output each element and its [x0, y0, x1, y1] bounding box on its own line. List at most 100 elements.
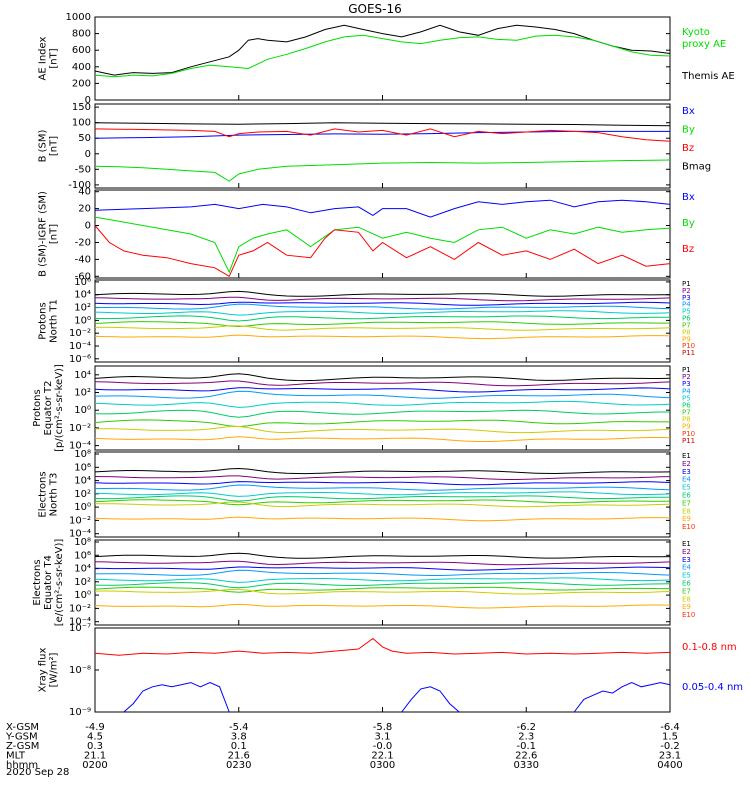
y-axis-label: North T3	[49, 473, 60, 517]
series-e3	[94, 481, 671, 486]
y-axis-label: North T1	[49, 299, 60, 343]
panel-ae: 0 200 400 600 800 1000 AE Index [nT] Kyotoproxy …	[38, 12, 735, 106]
series-p2	[94, 296, 671, 302]
y-axis-label: [e/(cm²-s-sr-keV)]	[54, 539, 65, 627]
series-e2	[94, 560, 671, 566]
time-row-value: 4.5	[87, 732, 103, 743]
y-tick-label: 200	[72, 78, 91, 89]
y-tick-label: 50	[78, 133, 91, 144]
y-tick-label: 10⁻⁴	[69, 529, 91, 540]
legend-entry: P4	[682, 387, 691, 395]
y-tick-label: 10²	[74, 577, 91, 588]
y-tick-label: 800	[72, 29, 91, 40]
legend-entry: P8	[682, 416, 691, 424]
time-row-value: 0300	[370, 760, 395, 771]
y-tick-label: -50	[75, 164, 91, 175]
series-p1	[94, 290, 671, 297]
legend-entry: 0.1-0.8 nm	[682, 642, 737, 653]
series-line	[94, 225, 671, 278]
legend-entry: P3	[682, 380, 691, 388]
time-row-value: -6.4	[660, 722, 680, 733]
y-tick-label: 10⁻⁴	[69, 441, 91, 452]
y-tick-label: 10⁻⁶	[69, 354, 91, 365]
legend-entry: E3	[682, 556, 691, 564]
series-e9	[94, 603, 671, 609]
series-p6	[94, 409, 670, 418]
y-tick-label: 100	[72, 118, 91, 129]
y-tick-label: 10⁻²	[69, 423, 91, 434]
time-axis-table: X-GSM -4.9 -5.4 -5.8 -6.2 -6.4 Y-GSM 4.5 3.8 3.1 2…	[5, 722, 683, 771]
series-line	[94, 216, 671, 274]
time-row-value: 0400	[657, 760, 682, 771]
series-e8	[94, 501, 671, 508]
y-tick-label: 10⁸	[74, 537, 91, 548]
time-row-value: 23.1	[659, 751, 681, 762]
time-row-value: 22.6	[515, 751, 537, 762]
legend-entry: P1	[682, 366, 691, 374]
legend-entry: E3	[682, 468, 691, 476]
legend-entry: P5	[682, 394, 691, 402]
y-tick-label: 600	[72, 45, 91, 56]
series-line	[94, 130, 670, 139]
y-tick-label: 10⁸	[74, 449, 91, 460]
time-row-label: MLT	[6, 751, 26, 762]
series-p5	[94, 400, 671, 408]
time-row-value: 0330	[514, 760, 539, 771]
y-axis-label: AE Index	[38, 36, 49, 80]
panel-frame	[94, 189, 671, 279]
legend-entry: P11	[682, 437, 695, 445]
series-e1	[94, 467, 671, 475]
y-axis-label: Protons	[32, 389, 43, 426]
panel-xray: 10⁻⁹ 10⁻⁸ 10⁻⁷ Xray flux [W/m²] 0.1-0.8 nm 0.0…	[38, 623, 744, 718]
legend-entry: 0.05-0.4 nm	[682, 682, 743, 693]
legend-entry: E8	[682, 595, 691, 603]
series-p7	[94, 419, 670, 428]
plot-title: GOES-16	[348, 2, 402, 16]
series-line	[94, 637, 671, 656]
time-row-value: 0230	[226, 760, 251, 771]
y-axis-label: Protons	[38, 302, 49, 339]
legend-entry: E1	[682, 452, 691, 460]
legend-entry: E1	[682, 540, 691, 548]
series-p3	[94, 387, 671, 393]
legend-entry: Bz	[682, 244, 694, 255]
series-p9	[94, 334, 671, 340]
series-line	[94, 34, 671, 78]
y-tick-label: 10⁴	[74, 290, 91, 301]
y-tick-label: 10⁻⁴	[69, 341, 91, 352]
legend-entry: Bmag	[682, 162, 711, 173]
time-row-value: 0.3	[87, 741, 103, 752]
series-segment	[573, 682, 671, 713]
series-line	[94, 159, 671, 182]
time-row-label: X-GSM	[6, 722, 39, 733]
legend-entry: Bx	[682, 106, 695, 117]
y-tick-label: 10⁴	[74, 564, 91, 575]
panel-frame	[94, 16, 671, 101]
y-tick-label: 10⁻²	[69, 328, 91, 339]
series-p3	[94, 301, 671, 306]
series-e5	[94, 577, 671, 583]
panel-bsm: -100 -50 0 50 100 150 B (SM) [nT] Bx By Bz Bmag	[38, 102, 712, 191]
series-e8	[94, 588, 671, 595]
time-row-value: -0.0	[373, 741, 393, 752]
legend-entry: P9	[682, 423, 691, 431]
legend-entry: P8	[682, 328, 691, 336]
legend-entry: Themis AE	[681, 71, 735, 82]
legend-entry: E10	[682, 523, 695, 531]
legend-entry: Bx	[682, 192, 695, 203]
series-p7	[94, 321, 670, 328]
y-tick-label: 10⁴	[74, 370, 91, 381]
series-p2	[94, 380, 671, 387]
y-tick-label: 10²	[74, 388, 91, 399]
legend-entry: E7	[682, 587, 691, 595]
y-tick-label: 10⁻⁹	[69, 707, 91, 718]
legend-entry: E4	[682, 476, 691, 484]
time-row-value: -5.8	[373, 722, 393, 733]
panel-bigrf: -60 -40 -20 0 20 40 B (SM)-IGRF (SM) [nT] Bx By Bz	[38, 187, 695, 283]
time-row-label: Z-GSM	[6, 741, 39, 752]
time-row-value: -0.1	[516, 741, 536, 752]
series-p9	[94, 436, 671, 442]
y-tick-label: 0	[85, 149, 91, 160]
y-tick-label: 10⁻⁴	[69, 617, 91, 628]
